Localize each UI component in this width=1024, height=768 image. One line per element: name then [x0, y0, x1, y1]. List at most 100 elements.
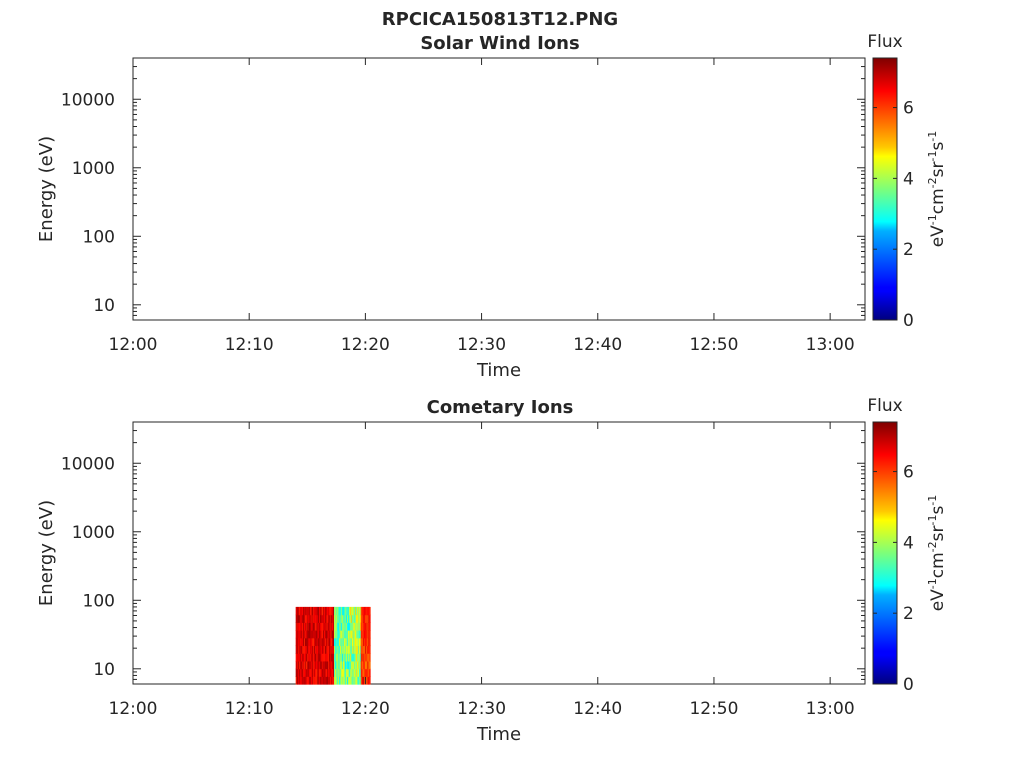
heatmap-cell — [357, 637, 359, 647]
heatmap-cell — [331, 606, 333, 616]
heatmap-cell — [342, 676, 344, 685]
heatmap-cell — [312, 645, 314, 654]
heatmap-cell — [352, 653, 355, 662]
heatmap-cell — [312, 606, 314, 616]
heatmap-cell — [369, 660, 371, 670]
heatmap-cell — [298, 676, 300, 685]
heatmap-cell — [335, 676, 338, 685]
heatmap-cell — [343, 660, 346, 670]
heatmap-cell — [304, 645, 306, 654]
heatmap-cell — [334, 614, 337, 623]
heatmap-cell — [327, 614, 329, 623]
heatmap-cell — [318, 614, 320, 623]
heatmap-cell — [359, 637, 361, 647]
heatmap-cell — [329, 660, 332, 670]
heatmap-cell — [325, 637, 328, 647]
heatmap-cell — [329, 614, 332, 623]
heatmap-cell — [351, 676, 353, 685]
heatmap-cell — [363, 668, 365, 677]
heatmap-cell — [317, 637, 319, 647]
heatmap-cell — [369, 645, 371, 654]
y-axis-label: Energy (eV) — [36, 500, 57, 606]
heatmap-cell — [321, 645, 323, 654]
heatmap-cell — [338, 614, 341, 623]
heatmap-cell — [365, 622, 368, 631]
heatmap-cell — [331, 630, 333, 639]
heatmap-cell — [354, 637, 356, 647]
heatmap-cell — [328, 676, 330, 685]
heatmap-cell — [343, 653, 346, 662]
heatmap-cell — [300, 630, 303, 639]
heatmap-cell — [337, 653, 339, 662]
heatmap-cell — [314, 653, 317, 662]
heatmap-cell — [316, 614, 318, 623]
colorbar — [872, 421, 898, 685]
heatmap-cell — [335, 622, 338, 631]
heatmap-cell — [361, 645, 364, 654]
heatmap-cell — [350, 614, 352, 623]
cometary-ions-panel: Cometary Ions 12:00 12:10 12:20 12:30 12:40 1… — [36, 396, 948, 745]
heatmap-cell — [347, 660, 349, 670]
heatmap-cell — [365, 630, 368, 639]
heatmap-cell — [357, 630, 359, 639]
heatmap-cell — [329, 668, 331, 677]
heatmap-cell — [327, 668, 329, 677]
heatmap-cell — [312, 622, 314, 631]
heatmap-cell — [338, 622, 341, 631]
heatmap-cell — [355, 630, 357, 639]
heatmap-cell — [313, 614, 315, 623]
heatmap-cell — [327, 653, 329, 662]
heatmap-cell — [295, 660, 298, 670]
heatmap-cell — [343, 630, 346, 639]
heatmap-cell — [342, 676, 345, 685]
heatmap-cell — [351, 637, 353, 647]
heatmap-cell — [299, 606, 301, 616]
heatmap-cell — [337, 668, 339, 677]
heatmap-cell — [346, 653, 348, 662]
heatmap-cell — [309, 637, 312, 647]
heatmap-cell — [298, 606, 300, 616]
heatmap-cell — [323, 660, 325, 670]
heatmap-cell — [308, 606, 310, 616]
heatmap-cell — [336, 637, 338, 647]
y-tick-label: 10 — [93, 660, 115, 680]
heatmap-cell — [365, 614, 368, 623]
heatmap-cell — [347, 645, 349, 654]
heatmap-cell — [364, 645, 366, 654]
heatmap-cell — [329, 653, 331, 662]
heatmap-cell — [319, 606, 322, 616]
heatmap-cell — [304, 637, 306, 647]
heatmap-cell — [363, 676, 365, 685]
heatmap-cell — [314, 645, 316, 654]
heatmap-cell — [319, 660, 322, 670]
heatmap-cell — [303, 630, 305, 639]
heatmap-cell — [299, 637, 301, 647]
heatmap-cell — [364, 668, 367, 677]
heatmap-cell — [330, 676, 333, 685]
heatmap-cell — [349, 653, 351, 662]
heatmap-cell — [355, 614, 357, 623]
heatmap-cell — [326, 622, 328, 631]
heatmap-cell — [304, 653, 307, 662]
heatmap-cell — [342, 614, 345, 623]
heatmap-cell — [320, 637, 323, 647]
heatmap-cell — [344, 630, 346, 639]
heatmap-cell — [352, 606, 355, 616]
heatmap-cell — [334, 660, 336, 670]
heatmap-cell — [305, 622, 308, 631]
heatmap-cell — [309, 622, 312, 631]
heatmap-cell — [311, 614, 313, 623]
heatmap-cell — [304, 622, 306, 631]
heatmap-cell — [368, 660, 370, 670]
heatmap-cell — [358, 614, 360, 623]
heatmap-cell — [320, 645, 323, 654]
colorbar-tick-label: 4 — [903, 169, 914, 189]
heatmap-cell — [297, 630, 299, 639]
heatmap-cell — [303, 606, 305, 616]
heatmap-cell — [351, 676, 354, 685]
x-tick-label: 12:20 — [341, 699, 390, 719]
heatmap-cell — [321, 653, 323, 662]
heatmap-cell — [368, 630, 370, 639]
colorbar-tick-label: 0 — [903, 311, 914, 331]
